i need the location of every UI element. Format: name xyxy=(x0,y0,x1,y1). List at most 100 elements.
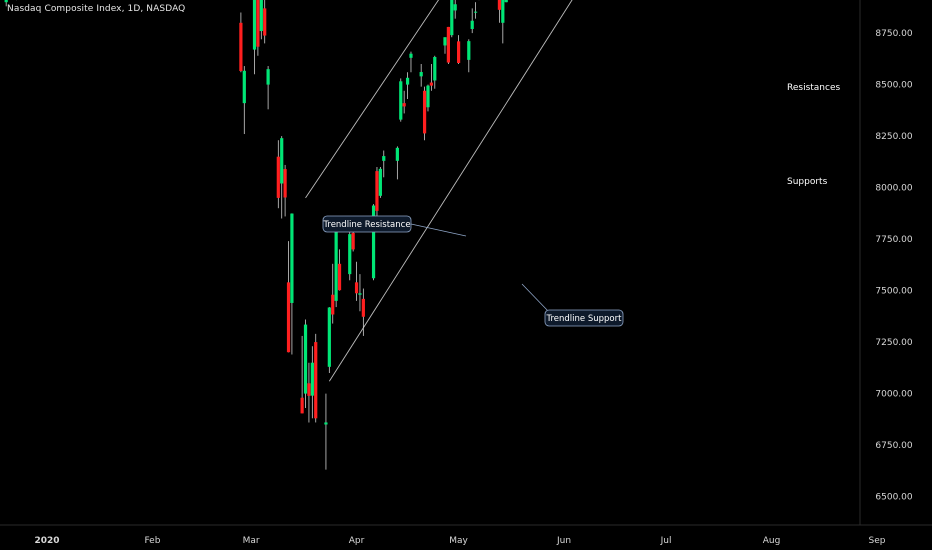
trendline-support-callout-box xyxy=(544,309,624,327)
chart-title: Nasdaq Composite Index, 1D, NASDAQ xyxy=(7,4,186,14)
candle xyxy=(429,64,433,91)
time-tick-label: Apr xyxy=(349,536,365,546)
price-tick-label: 7000.00 xyxy=(875,390,912,400)
candle-body xyxy=(426,85,430,108)
candle-body xyxy=(283,169,287,198)
candle xyxy=(290,213,294,355)
candle xyxy=(280,136,284,219)
trendline-support-callout-pointer xyxy=(521,283,550,313)
price-tick-label: 8750.00 xyxy=(875,29,912,39)
candle xyxy=(474,2,478,19)
candle-body xyxy=(371,205,376,279)
trend-channel xyxy=(305,0,573,382)
candle xyxy=(450,0,454,38)
candle-body xyxy=(497,0,502,10)
candle xyxy=(456,35,461,64)
price-tick-label: 6500.00 xyxy=(875,493,912,503)
candle-body xyxy=(474,11,478,13)
candle xyxy=(399,78,403,122)
candle-body xyxy=(504,0,508,3)
candle-body xyxy=(331,294,335,315)
candle-body xyxy=(456,41,461,63)
candle xyxy=(259,0,263,40)
candle-body xyxy=(361,298,365,317)
candle xyxy=(239,12,243,73)
trendline-support-callout-label: Trendline Support xyxy=(546,314,623,324)
price-tick-label: 7250.00 xyxy=(875,338,912,348)
candle-body xyxy=(266,69,270,85)
candle xyxy=(300,335,304,414)
candle-body xyxy=(327,307,331,367)
candle xyxy=(433,55,437,89)
candle xyxy=(402,90,406,114)
candle-body xyxy=(242,70,246,104)
candle xyxy=(334,228,338,308)
candle xyxy=(497,0,502,23)
price-axis: 11250.0011000.0010750.0010500.0010250.00… xyxy=(859,0,913,525)
candle-body xyxy=(470,20,474,29)
candle xyxy=(327,307,331,373)
price-tick-label: 8000.00 xyxy=(875,184,912,194)
candle-body xyxy=(337,263,342,291)
candle xyxy=(4,0,8,7)
candle xyxy=(470,8,474,34)
candle-body xyxy=(256,0,260,47)
candle-body xyxy=(429,82,433,86)
candle xyxy=(405,72,410,100)
candle xyxy=(242,66,246,135)
candle-body xyxy=(276,156,280,198)
candle xyxy=(382,150,386,178)
candle xyxy=(266,66,270,110)
time-tick-label: 2020 xyxy=(34,536,59,546)
candle xyxy=(283,164,287,217)
candle xyxy=(422,86,427,141)
candle xyxy=(504,0,508,3)
candle-body xyxy=(354,282,359,294)
candle xyxy=(256,0,260,56)
candle xyxy=(286,241,291,353)
time-tick-label: Aug xyxy=(763,536,781,546)
candle xyxy=(501,0,505,44)
candle-body xyxy=(307,383,311,396)
annotations: ResistancesSupportsTargetTrendline Resis… xyxy=(322,83,840,327)
trendline-support xyxy=(328,0,573,382)
candle-body xyxy=(450,0,454,36)
candle xyxy=(310,346,314,419)
candle-body xyxy=(252,0,257,50)
candle xyxy=(307,362,311,423)
time-tick-label: Feb xyxy=(144,536,160,546)
trendline-resistance-callout-label: Trendline Resistance xyxy=(322,220,410,230)
candle xyxy=(409,51,413,73)
candle-body xyxy=(324,422,328,425)
candle-body xyxy=(290,213,294,303)
supports-label: Supports xyxy=(787,177,828,187)
candle-body xyxy=(4,0,8,3)
candle xyxy=(314,333,318,423)
trendline-resistance xyxy=(305,0,440,199)
candle xyxy=(375,167,379,217)
price-tick-label: 7750.00 xyxy=(875,235,912,245)
candle xyxy=(337,249,342,291)
candle xyxy=(324,393,328,470)
candle xyxy=(276,140,280,209)
candle-body xyxy=(378,168,382,196)
candle-body xyxy=(263,8,267,36)
candle-body xyxy=(399,81,403,120)
price-tick-label: 7500.00 xyxy=(875,287,912,297)
candle xyxy=(467,39,471,73)
candle-body xyxy=(259,0,263,32)
candle xyxy=(453,0,457,19)
candle-body xyxy=(348,234,352,275)
candle xyxy=(371,204,376,281)
resistances-label: Resistances xyxy=(787,83,840,93)
candle xyxy=(348,230,352,281)
time-tick-label: Sep xyxy=(869,536,886,546)
candle xyxy=(443,37,447,54)
candle-body xyxy=(501,0,505,23)
candle xyxy=(419,64,423,87)
candle-body xyxy=(446,26,450,63)
time-axis: 2020 Feb Mar Apr May Jun Jul Aug Sep xyxy=(0,524,932,546)
candle-body xyxy=(382,156,386,161)
candle-body xyxy=(405,77,410,85)
